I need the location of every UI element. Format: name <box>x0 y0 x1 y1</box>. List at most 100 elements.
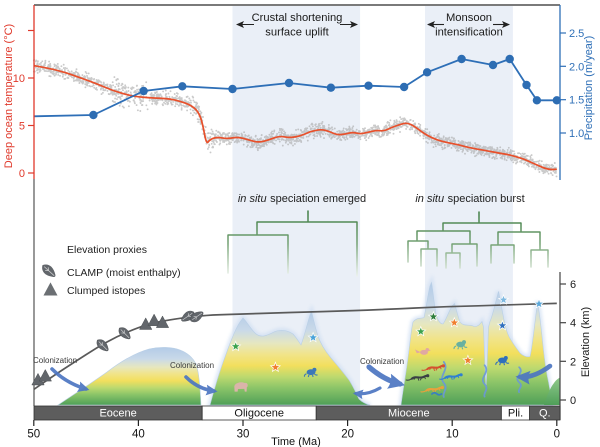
temp-tick-label: 5 <box>19 121 25 133</box>
precip-tick-label: 1.0 <box>569 128 584 140</box>
colonization-annotations: Colonization Colonization Colonization <box>33 356 553 400</box>
star-icon <box>462 354 474 366</box>
star-icon <box>427 310 440 322</box>
speciation-burst-label: in situ speciation burst <box>415 193 524 205</box>
top-panel-axes: 10 5 0 2.5 2.0 1.5 1.0 <box>13 4 584 406</box>
star-icon <box>269 361 282 373</box>
elevation-trend: 6 4 2 0 <box>33 272 576 420</box>
time-tick-label: 40 <box>132 429 145 441</box>
clumped-isotope-triangle-icon <box>38 368 53 382</box>
precipitation-axis-title: Precipitation (m/year) <box>583 36 595 141</box>
clamp-leaf-icon <box>93 336 112 355</box>
monsoon-label-line1: Monsoon <box>446 12 492 24</box>
epoch-q <box>529 405 561 421</box>
time-axis: 50 40 30 20 10 0 <box>27 420 560 441</box>
time-axis-title: Time (Ma) <box>271 436 321 447</box>
time-tick-label: 30 <box>237 429 250 441</box>
tree-speciation-burst <box>407 211 549 269</box>
precipitation-point <box>326 83 336 92</box>
precipitation-point <box>178 82 187 91</box>
precipitation-point <box>552 96 561 105</box>
time-tick-label: 50 <box>27 429 40 441</box>
precipitation-point <box>228 84 237 94</box>
lizard-icon <box>421 364 445 371</box>
elevation-axis-title: Elevation (km) <box>580 307 592 377</box>
star-icon <box>497 293 510 305</box>
fish-icon <box>431 391 443 396</box>
temp-tick-label: 10 <box>13 73 25 85</box>
elev-tick-label: 6 <box>570 279 576 291</box>
temp-tick-label: 0 <box>19 168 25 180</box>
top-annotations: Crustal shortening surface uplift Monsoo… <box>236 12 525 205</box>
precip-tick-label: 2.5 <box>569 28 584 40</box>
precipitation-point <box>364 81 373 90</box>
leaf-icon <box>38 261 59 281</box>
precipitation-point <box>139 86 148 96</box>
star-icon <box>415 325 427 337</box>
colonization-label-2: Colonization <box>170 361 214 370</box>
river-icon <box>482 364 488 398</box>
precipitation-point <box>457 54 466 64</box>
axis-titles: Deep ocean temperature (°C) Precipitatio… <box>3 24 595 447</box>
bear-icon <box>234 382 248 392</box>
river-icon <box>441 360 447 398</box>
geologic-epoch-bar: Eocene Oligocene Miocene Pli. Q. <box>33 405 561 421</box>
precipitation-point <box>505 54 514 64</box>
frog-icon <box>495 356 510 366</box>
precipitation-point <box>522 80 531 90</box>
wildlife-symbols <box>229 293 545 396</box>
epoch-label: Q. <box>539 408 551 420</box>
star-icon <box>448 316 461 328</box>
clamp-leaf-icon <box>115 324 134 343</box>
epoch-label: Pli. <box>508 408 523 420</box>
precipitation-point <box>532 96 542 105</box>
colonization-label-1: Colonization <box>33 356 77 365</box>
elevation-proxies-legend: Elevation proxies CLAMP (moist enthalpy)… <box>38 244 181 297</box>
temperature-line <box>33 64 557 171</box>
elev-tick-label: 0 <box>570 395 576 407</box>
elev-tick-label: 2 <box>570 356 576 368</box>
colonization-arrow-5-icon <box>515 363 553 385</box>
monsoon-label-line2: intensification <box>435 27 503 39</box>
frog-icon <box>453 340 468 350</box>
star-icon <box>533 297 545 309</box>
colonization-arrow-1-icon <box>50 367 90 392</box>
precipitation-point <box>284 78 294 88</box>
precipitation-point <box>399 82 409 92</box>
precipitation-line <box>33 58 557 118</box>
speciation-emerged-label: in situ speciation emerged <box>238 193 366 205</box>
lizard-icon <box>405 374 430 381</box>
time-tick-label: 0 <box>554 429 560 441</box>
crustal-shortening-label-line2: surface uplift <box>265 27 329 39</box>
precipitation-point <box>89 110 98 120</box>
epoch-label: Eocene <box>99 408 136 420</box>
phylogenetic-trees <box>227 210 549 277</box>
tree-speciation-emerged <box>227 210 358 277</box>
colonization-arrow-4-icon <box>352 386 382 400</box>
lizard-icon <box>420 385 444 393</box>
elev-tick-label: 4 <box>570 318 576 330</box>
lizard-icon <box>439 373 463 380</box>
triangle-icon <box>43 282 58 296</box>
legend-title: Elevation proxies <box>67 244 147 256</box>
precipitation-point <box>488 60 498 70</box>
time-tick-label: 10 <box>446 429 459 441</box>
epoch-label: Oligocene <box>234 408 284 420</box>
colonization-label-3: Colonization <box>360 357 404 366</box>
crustal-shortening-label-line1: Crustal shortening <box>252 12 343 24</box>
elevation-trend-line <box>33 302 557 391</box>
epoch-label: Miocene <box>388 408 430 420</box>
precip-tick-label: 1.5 <box>569 95 584 107</box>
frog-icon <box>303 367 318 378</box>
temperature-axis-title: Deep ocean temperature (°C) <box>3 24 15 168</box>
star-icon <box>496 319 509 331</box>
mountain-eocene <box>57 346 202 406</box>
legend-item-clamp: CLAMP (moist enthalpy) <box>67 267 181 279</box>
bird-icon <box>415 348 431 355</box>
precip-tick-label: 2.0 <box>569 61 584 73</box>
star-icon <box>229 340 242 352</box>
precipitation-point <box>422 68 432 77</box>
star-icon <box>307 331 319 343</box>
